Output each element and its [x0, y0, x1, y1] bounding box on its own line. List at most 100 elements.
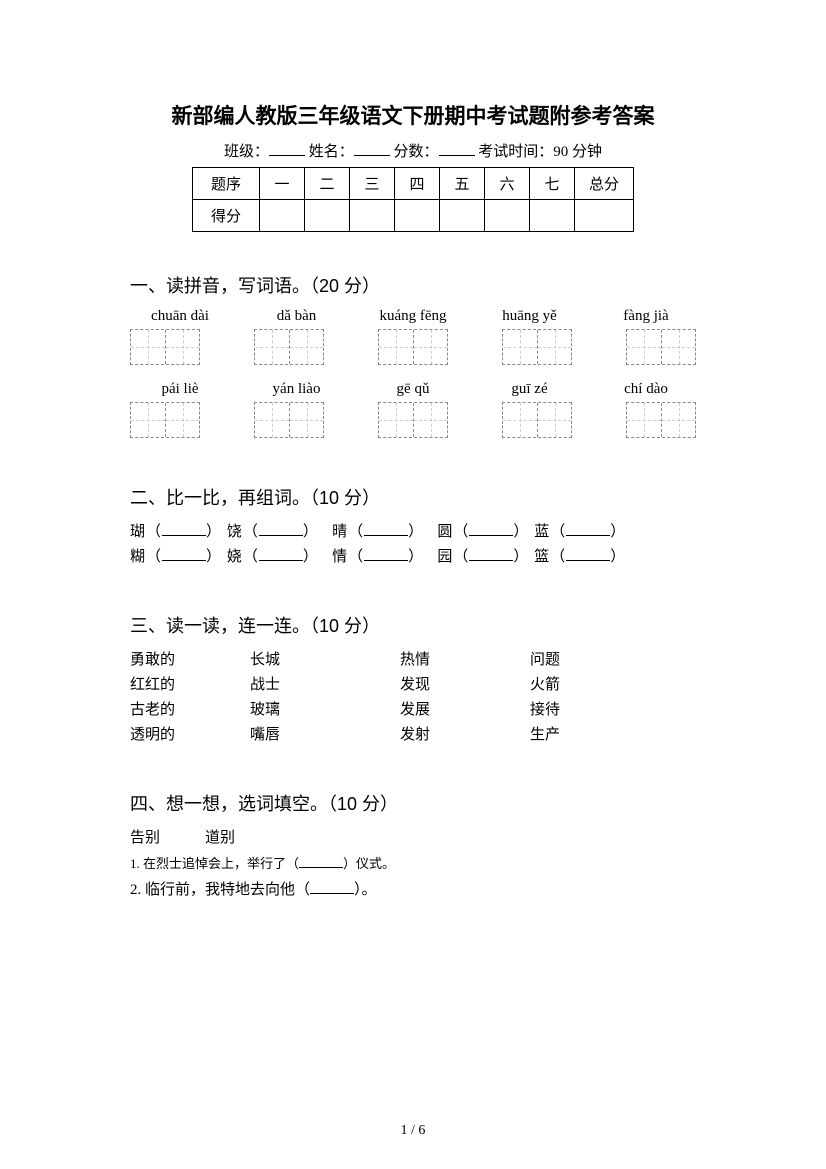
match-item: 勇敢的: [130, 648, 250, 669]
score-cell[interactable]: [485, 200, 530, 232]
writing-box[interactable]: [254, 402, 324, 438]
match-item: 问题: [530, 648, 610, 669]
fill-blank[interactable]: [364, 523, 408, 536]
section-2-heading: 二、比一比，再组词。（10 分）: [130, 484, 696, 510]
time-label: 考试时间：90 分钟: [478, 144, 602, 160]
row-score-label: 得分: [193, 200, 260, 232]
pinyin-label: kuáng fēng: [363, 308, 463, 325]
col-total: 总分: [575, 168, 634, 200]
writing-box[interactable]: [130, 402, 200, 438]
char: 篮: [534, 549, 550, 565]
fill-blank[interactable]: [259, 523, 303, 536]
match-item: 古老的: [130, 698, 250, 719]
pinyin-label: gē qǔ: [363, 381, 463, 398]
score-cell[interactable]: [395, 200, 440, 232]
match-item: 战士: [250, 673, 400, 694]
fill-blank[interactable]: [364, 548, 408, 561]
match-item: 火箭: [530, 673, 610, 694]
fill-blank[interactable]: [566, 548, 610, 561]
writing-boxes-row: [130, 402, 696, 438]
name-blank[interactable]: [354, 141, 390, 156]
page-title: 新部编人教版三年级语文下册期中考试题附参考答案: [130, 100, 696, 130]
match-item: 长城: [250, 648, 400, 669]
score-cell[interactable]: [260, 200, 305, 232]
match-item: 玻璃: [250, 698, 400, 719]
writing-box[interactable]: [378, 329, 448, 365]
writing-box[interactable]: [502, 402, 572, 438]
pinyin-label: guī zé: [480, 381, 580, 398]
section-4-heading: 四、想一想，选词填空。（10 分）: [130, 790, 696, 816]
writing-box[interactable]: [626, 329, 696, 365]
match-row: 古老的 玻璃 发展 接待: [130, 698, 696, 719]
col-5: 五: [440, 168, 485, 200]
pinyin-label: huāng yě: [480, 308, 580, 325]
char: 蓝: [534, 524, 550, 540]
pinyin-label: pái liè: [130, 381, 230, 398]
writing-box[interactable]: [130, 329, 200, 365]
char: 瑚: [130, 524, 146, 540]
char: 娆: [227, 549, 243, 565]
pinyin-row: chuān dài dǎ bàn kuáng fēng huāng yě fàn…: [130, 308, 696, 325]
class-blank[interactable]: [269, 141, 305, 156]
col-3: 三: [350, 168, 395, 200]
q2-text-b: ）。: [354, 882, 377, 898]
pinyin-row: pái liè yán liào gē qǔ guī zé chí dào: [130, 381, 696, 398]
score-cell[interactable]: [440, 200, 485, 232]
name-label: 姓名：: [309, 144, 354, 160]
pinyin-label: chí dào: [596, 381, 696, 398]
question-line: 2. 临行前，我特地去向他（ ）。: [130, 878, 696, 899]
document-page: 新部编人教版三年级语文下册期中考试题附参考答案 班级： 姓名： 分数： 考试时间…: [0, 0, 826, 1169]
writing-box[interactable]: [254, 329, 324, 365]
writing-box[interactable]: [502, 329, 572, 365]
question-line: 1. 在烈士追悼会上，举行了（ ）仪式。: [130, 853, 696, 872]
char: 园: [437, 549, 453, 565]
class-label: 班级：: [224, 144, 269, 160]
compare-line: 糊（） 娆（） 情（） 园（） 篮（）: [130, 545, 696, 566]
fill-blank[interactable]: [162, 523, 206, 536]
match-item: 红红的: [130, 673, 250, 694]
score-blank[interactable]: [439, 141, 475, 156]
char: 晴: [332, 524, 348, 540]
fill-blank[interactable]: [566, 523, 610, 536]
col-6: 六: [485, 168, 530, 200]
pinyin-label: chuān dài: [130, 308, 230, 325]
section-1-heading: 一、读拼音，写词语。（20 分）: [130, 272, 696, 298]
match-item: 热情: [400, 648, 530, 669]
match-item: 发展: [400, 698, 530, 719]
score-label: 分数：: [394, 144, 439, 160]
match-item: 接待: [530, 698, 610, 719]
q2-text-a: 2. 临行前，我特地去向他（: [130, 882, 310, 898]
col-1: 一: [260, 168, 305, 200]
match-item: 发射: [400, 723, 530, 744]
q1-text-a: 1. 在烈士追悼会上，举行了（: [130, 856, 299, 871]
match-row: 红红的 战士 发现 火箭: [130, 673, 696, 694]
pinyin-label: yán liào: [247, 381, 347, 398]
q1-text-b: ）仪式。: [343, 856, 395, 871]
score-cell[interactable]: [530, 200, 575, 232]
fill-blank[interactable]: [310, 881, 354, 894]
score-cell[interactable]: [350, 200, 395, 232]
section-3-heading: 三、读一读，连一连。（10 分）: [130, 612, 696, 638]
col-7: 七: [530, 168, 575, 200]
writing-box[interactable]: [378, 402, 448, 438]
score-cell[interactable]: [575, 200, 634, 232]
col-2: 二: [305, 168, 350, 200]
match-item: 发现: [400, 673, 530, 694]
match-row: 勇敢的 长城 热情 问题: [130, 648, 696, 669]
table-row: 题序 一 二 三 四 五 六 七 总分: [193, 168, 634, 200]
fill-blank[interactable]: [162, 548, 206, 561]
fill-blank[interactable]: [259, 548, 303, 561]
fill-blank[interactable]: [469, 523, 513, 536]
row-header-label: 题序: [193, 168, 260, 200]
match-item: 透明的: [130, 723, 250, 744]
word-choices: 告别 道别: [130, 826, 696, 847]
match-row: 透明的 嘴唇 发射 生产: [130, 723, 696, 744]
pinyin-label: dǎ bàn: [247, 308, 347, 325]
writing-box[interactable]: [626, 402, 696, 438]
score-cell[interactable]: [305, 200, 350, 232]
student-info-line: 班级： 姓名： 分数： 考试时间：90 分钟: [130, 140, 696, 161]
fill-blank[interactable]: [469, 548, 513, 561]
fill-blank[interactable]: [299, 855, 343, 868]
writing-boxes-row: [130, 329, 696, 365]
compare-line: 瑚（） 饶（） 晴（） 圆（） 蓝（）: [130, 520, 696, 541]
